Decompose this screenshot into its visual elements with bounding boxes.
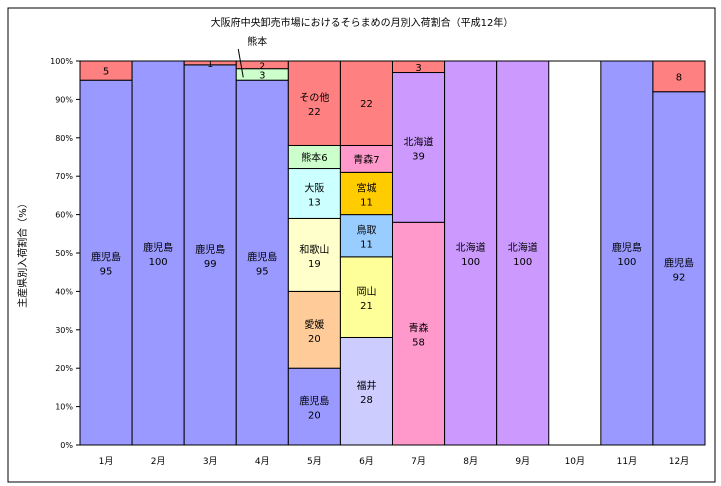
bar-segment: [392, 72, 446, 223]
segment-name: 鹿児島: [143, 241, 173, 254]
x-tick-label: 8月: [463, 456, 478, 467]
x-tick-label: 12月: [669, 456, 689, 467]
segment-name: 和歌山: [299, 243, 329, 256]
segment-value: 99: [204, 259, 217, 270]
annotation-label: 熊本: [247, 35, 267, 48]
bar-segment: [496, 60, 550, 446]
segment-name: 愛媛: [304, 318, 324, 331]
segment-name: 鳥取: [356, 224, 376, 237]
segment-name: 福井: [356, 379, 376, 392]
segment-value: 6: [321, 153, 327, 164]
segment-value: 1: [207, 60, 213, 70]
segment-value: 5: [103, 67, 109, 78]
segment-name: 鹿児島: [91, 251, 121, 264]
segment-name: その他: [299, 91, 329, 104]
segment-value: 28: [360, 395, 373, 406]
bar-segment: [652, 91, 706, 446]
y-tick-label: 20%: [55, 364, 73, 373]
segment-value: 100: [513, 257, 532, 268]
segment-value: 39: [412, 151, 425, 162]
x-tick-label: 6月: [359, 456, 374, 467]
y-tick-label: 60%: [55, 211, 73, 220]
bar-segment: [235, 79, 289, 446]
x-tick-label: 10月: [565, 456, 585, 467]
segment-value: 13: [308, 197, 321, 208]
segment-name: 鹿児島: [195, 243, 225, 256]
segment-value: 58: [412, 338, 425, 349]
bar-segment: [652, 60, 706, 93]
y-tick-label: 0%: [60, 441, 73, 450]
segment-name: 鹿児島: [664, 256, 694, 269]
segment-name: 北海道: [508, 241, 538, 254]
segment-name: 北海道: [404, 135, 434, 148]
segment-name: 鹿児島: [247, 251, 277, 264]
segment-label: 青森7: [353, 153, 379, 166]
segment-value: 100: [149, 257, 168, 268]
bar-segment: [183, 64, 237, 446]
y-tick-label: 80%: [55, 134, 73, 143]
segment-value: 3: [415, 63, 421, 74]
y-tick-label: 10%: [55, 403, 73, 412]
bar-segment: [339, 171, 393, 216]
bar-segment: [339, 256, 393, 338]
y-tick-label: 30%: [55, 326, 73, 335]
segment-value: 11: [360, 240, 373, 251]
segment-value: 20: [308, 334, 321, 345]
y-tick-label: 90%: [55, 95, 73, 104]
segment-value: 95: [256, 267, 269, 278]
y-tick-label: 70%: [55, 172, 73, 181]
bar-segment: [600, 60, 654, 446]
y-tick-label: 50%: [55, 249, 73, 258]
y-axis-label: 主産県別入荷割合（%）: [16, 198, 29, 308]
bar-segment: [287, 217, 341, 292]
x-tick-label: 4月: [255, 456, 270, 467]
y-tick-label: 40%: [55, 287, 73, 296]
segment-name: 熊本: [301, 151, 321, 164]
segment-value: 100: [461, 257, 480, 268]
segment-value: 8: [676, 72, 682, 83]
bar-segment: [339, 336, 393, 446]
x-tick-label: 3月: [203, 456, 218, 467]
bar-segment: [339, 214, 393, 258]
segment-value: 22: [308, 107, 321, 118]
bar-segment: [392, 221, 446, 446]
segment-value: 19: [308, 259, 321, 270]
segment-value: 2: [259, 62, 265, 72]
segment-name: 宮城: [356, 181, 376, 194]
segment-name: 鹿児島: [299, 395, 329, 408]
bar-segment: [287, 290, 341, 369]
bar-segment: [287, 367, 341, 446]
x-tick-label: 7月: [411, 456, 426, 467]
x-tick-label: 1月: [99, 456, 114, 467]
x-tick-label: 5月: [307, 456, 322, 467]
segment-label: 熊本6: [301, 151, 327, 164]
segment-value: 11: [360, 197, 373, 208]
y-tick-label: 100%: [50, 57, 73, 66]
segment-name: 鹿児島: [612, 241, 642, 254]
segment-value: 3: [259, 70, 265, 81]
bar-segment: [287, 168, 341, 219]
segment-name: 青森: [409, 322, 429, 335]
segment-value: 21: [360, 301, 373, 312]
segment-name: 青森: [353, 153, 373, 166]
x-tick-label: 9月: [515, 456, 530, 467]
segment-value: 20: [308, 411, 321, 422]
chart-title: 大阪府中央卸売市場におけるそらまめの月別入荷割合（平成12年）: [211, 16, 514, 29]
segment-name: 北海道: [456, 241, 486, 254]
segment-value: 7: [373, 155, 379, 166]
segment-name: 岡山: [356, 286, 376, 298]
annotation-leader-line: [237, 48, 244, 78]
segment-value: 100: [617, 257, 636, 268]
bar-segment: [79, 79, 133, 446]
segment-name: 大阪: [304, 181, 324, 194]
bar-segment: [287, 60, 341, 146]
x-tick-label: 11月: [617, 456, 637, 467]
x-tick-label: 2月: [151, 456, 166, 467]
segment-value: 95: [100, 267, 113, 278]
segment-value: 22: [360, 99, 373, 110]
segment-value: 92: [673, 272, 686, 283]
